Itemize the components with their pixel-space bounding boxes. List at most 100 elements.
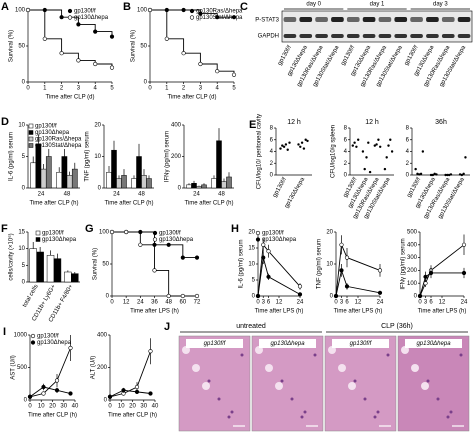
legend-label: gp130Δhepa: [42, 237, 77, 243]
bar: [30, 162, 37, 189]
image-caption: gp130f/f: [204, 341, 227, 347]
tissue-spot: [207, 379, 211, 383]
band: [299, 34, 313, 38]
band: [441, 34, 455, 38]
chart-title: 12 h: [365, 119, 379, 126]
marker: [59, 51, 64, 56]
y-axis-label: Survival (%): [93, 248, 99, 280]
tissue-spot: [353, 379, 357, 383]
marker: [107, 394, 113, 399]
marker: [41, 391, 46, 396]
bar: [46, 255, 55, 283]
dot: [421, 150, 425, 153]
tissue-spot: [313, 353, 317, 357]
tissue-spot: [421, 382, 429, 390]
marker: [124, 229, 129, 235]
x-tick-label: 24: [377, 300, 384, 306]
y-axis-label: TNF (pg/ml) serum: [317, 239, 323, 289]
y-tick-label: 200: [407, 268, 418, 274]
marker: [109, 65, 115, 70]
y-axis-label: cells/cavity (×10⁶): [8, 233, 15, 280]
y-tick-label: 0: [22, 186, 26, 192]
tissue-image: [251, 335, 324, 432]
x-tick-label: 30: [60, 404, 67, 410]
band: [410, 17, 423, 22]
band: [346, 17, 360, 22]
x-tick-label: 3: [77, 86, 81, 92]
marker: [109, 34, 115, 39]
dot: [446, 173, 449, 177]
dot: [379, 145, 382, 148]
tissue-spot: [275, 382, 283, 390]
y-tick-label: 2: [270, 161, 274, 167]
x-tick-label: 20: [49, 404, 56, 410]
marker: [181, 7, 186, 13]
dot: [367, 141, 370, 144]
y-tick-label: 400: [407, 242, 418, 248]
marker: [54, 388, 60, 393]
dot: [368, 170, 372, 174]
legend-marker: [30, 340, 36, 345]
row-label: P-STAT3: [255, 18, 279, 24]
panel-label: D: [1, 116, 9, 128]
dot: [363, 167, 366, 171]
panel-label: E: [249, 119, 256, 131]
x-tick-label: 10: [38, 404, 45, 410]
bar: [64, 271, 72, 283]
marker: [377, 268, 383, 273]
legend-marker: [35, 230, 41, 236]
x-tick-label: 40: [72, 404, 79, 410]
y-axis-label: TNF (pg/ml) serum: [85, 131, 91, 181]
marker: [134, 384, 140, 390]
tissue-spot: [290, 397, 294, 401]
bar: [111, 149, 117, 189]
y-tick-label: 20: [248, 230, 255, 236]
bar: [36, 251, 44, 283]
tissue-spot: [230, 410, 234, 414]
bar: [71, 273, 79, 283]
x-tick-label: 5: [232, 86, 236, 92]
dot: [375, 143, 378, 146]
y-tick-label: 1000: [14, 333, 28, 339]
y-tick-label: 10: [326, 262, 333, 268]
y-axis-label: AST (U/l): [11, 355, 17, 380]
x-tick-label: 48: [218, 192, 225, 198]
dot: [281, 144, 284, 147]
x-tick-label: 6: [429, 300, 433, 306]
marker: [198, 61, 203, 67]
dot: [464, 156, 467, 159]
tissue-spot: [411, 364, 419, 372]
y-tick-label: 100: [407, 281, 418, 287]
dot: [284, 143, 288, 146]
x-tick-label: 40: [152, 404, 159, 410]
step-line: [28, 9, 113, 37]
y-tick-label: 8: [344, 126, 348, 132]
tissue-spot: [376, 410, 380, 414]
legend-marker: [28, 136, 34, 142]
marker: [423, 274, 428, 279]
series-line: [109, 351, 151, 398]
marker: [109, 229, 115, 235]
x-axis-label: Time after LPS (h): [418, 309, 467, 315]
series-line: [419, 244, 465, 297]
y-axis-label: IFNγ (pg/ml) serum: [165, 131, 171, 182]
x-tick-label: 0: [110, 300, 114, 306]
legend-marker: [28, 130, 34, 135]
dot: [444, 173, 447, 177]
dot: [357, 138, 360, 141]
y-tick-label: 10: [18, 123, 25, 129]
x-tick-label: 36: [151, 300, 158, 306]
band: [426, 17, 439, 22]
y-tick-label: 8: [270, 126, 274, 132]
panel-label: C: [240, 1, 248, 13]
timepoint-label: day 0: [306, 2, 321, 8]
bar: [66, 175, 73, 189]
band: [441, 17, 455, 22]
dot: [361, 150, 365, 153]
x-tick-label: 3: [340, 300, 344, 306]
caption-bg: [332, 339, 389, 348]
dot: [304, 138, 307, 141]
x-tick-label: 48: [64, 192, 71, 198]
x-tick-label: 6: [267, 300, 271, 306]
panel-label: A: [1, 1, 9, 13]
